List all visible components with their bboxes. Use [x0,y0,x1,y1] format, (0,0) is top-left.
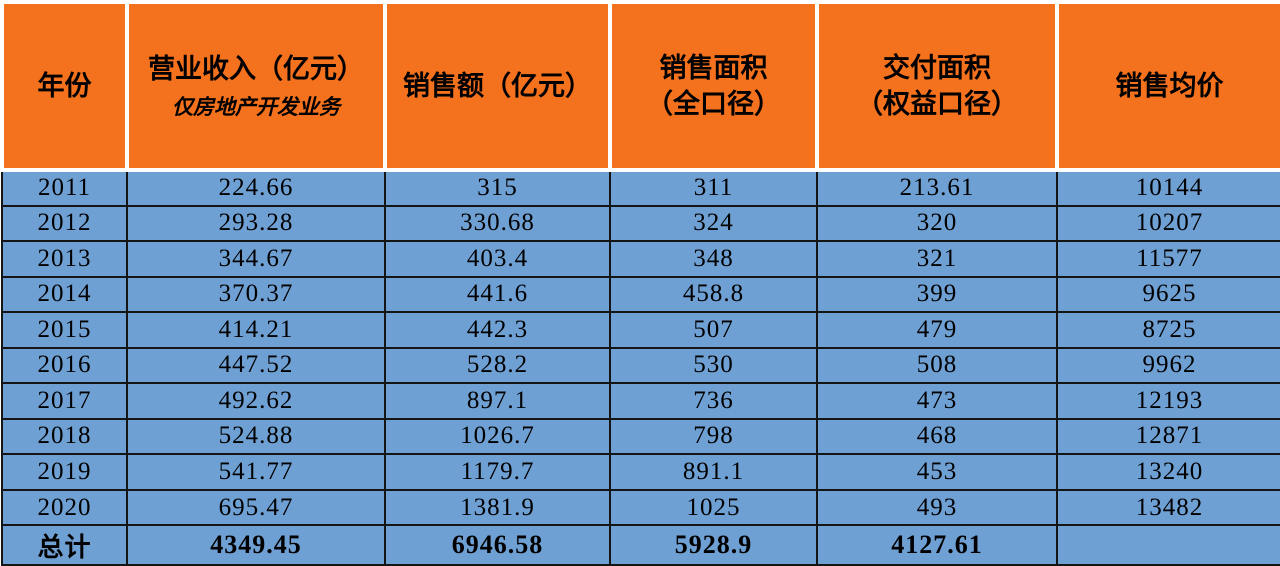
year-cell: 2015 [1,311,128,349]
value-cell: 508 [816,346,1058,385]
year-cell: 2019 [1,453,128,491]
total-value-cell: 6946.58 [384,524,611,566]
year-cell: 2020 [1,488,128,527]
value-cell: 330.68 [384,204,611,243]
total-value-cell: 4349.45 [126,524,386,566]
value-cell: 11577 [1056,240,1280,278]
value-cell: 224.66 [126,169,386,207]
value-cell: 541.77 [126,453,386,491]
value-cell: 441.6 [384,275,611,314]
year-cell: 2014 [1,275,128,314]
value-cell: 458.8 [609,275,818,314]
year-cell: 2017 [1,382,128,420]
table-row: 2014 370.37 441.6 458.8 399 9625 [1,275,1280,314]
value-cell: 447.52 [126,346,386,385]
value-cell: 13240 [1056,453,1280,491]
value-cell: 442.3 [384,311,611,349]
year-cell: 2011 [1,169,128,207]
value-cell: 10144 [1056,169,1280,207]
column-header-label: 销售额（亿元） [403,70,592,101]
value-cell: 213.61 [816,169,1058,207]
value-cell: 736 [609,382,818,420]
value-cell: 492.62 [126,382,386,420]
column-header-5: 销售均价 [1055,0,1280,172]
value-cell: 10207 [1056,204,1280,243]
value-cell: 311 [609,169,818,207]
value-cell: 530 [609,346,818,385]
table-row: 2020 695.47 1381.9 1025 493 13482 [1,488,1280,527]
value-cell: 524.88 [126,417,386,456]
table-row: 2011 224.66 315 311 213.61 10144 [1,169,1280,207]
value-cell: 468 [816,417,1058,456]
column-header-sublabel: 仅房地产开发业务 [172,94,340,119]
value-cell: 320 [816,204,1058,243]
header-row: 年份 营业收入（亿元） 仅房地产开发业务 销售额（亿元） 销售面积 （全口径） 交付面积 … [0,0,1280,172]
column-header-label: 销售面积 （全口径） [646,52,781,119]
column-header-3: 销售面积 （全口径） [608,0,819,172]
column-header-4: 交付面积 （权益口径） [815,0,1059,172]
value-cell: 324 [609,204,818,243]
table-row: 2012 293.28 330.68 324 320 10207 [1,204,1280,243]
value-cell: 321 [816,240,1058,278]
column-header-1: 营业收入（亿元） 仅房地产开发业务 [125,0,387,172]
table-header: 年份 营业收入（亿元） 仅房地产开发业务 销售额（亿元） 销售面积 （全口径） 交付面积 … [0,0,1280,172]
value-cell: 12871 [1056,417,1280,456]
value-cell: 315 [384,169,611,207]
value-cell: 453 [816,453,1058,491]
value-cell: 1025 [609,488,818,527]
value-cell: 891.1 [609,453,818,491]
column-header-label: 交付面积 （权益口径） [856,52,1018,119]
value-cell: 798 [609,417,818,456]
value-cell: 1026.7 [384,417,611,456]
value-cell: 493 [816,488,1058,527]
value-cell: 1381.9 [384,488,611,527]
total-value-cell [1056,524,1280,566]
value-cell: 403.4 [384,240,611,278]
value-cell: 293.28 [126,204,386,243]
column-header-2: 销售额（亿元） [383,0,612,172]
year-cell: 2013 [1,240,128,278]
total-row: 总计 4349.45 6946.58 5928.9 4127.61 [1,524,1280,566]
table-body: 2011 224.66 315 311 213.61 10144 2012 293.28 330… [1,169,1280,566]
value-cell: 348 [609,240,818,278]
table-row: 2016 447.52 528.2 530 508 9962 [1,346,1280,385]
column-header-label: 营业收入（亿元） [148,54,364,85]
column-header-label: 销售均价 [1115,70,1224,101]
table-row: 2013 344.67 403.4 348 321 11577 [1,240,1280,278]
value-cell: 370.37 [126,275,386,314]
value-cell: 897.1 [384,382,611,420]
value-cell: 344.67 [126,240,386,278]
table-row: 2019 541.77 1179.7 891.1 453 13240 [1,453,1280,491]
value-cell: 695.47 [126,488,386,527]
value-cell: 9962 [1056,346,1280,385]
value-cell: 1179.7 [384,453,611,491]
value-cell: 8725 [1056,311,1280,349]
value-cell: 507 [609,311,818,349]
total-value-cell: 5928.9 [609,524,818,566]
value-cell: 12193 [1056,382,1280,420]
year-cell: 2018 [1,417,128,456]
year-cell: 2016 [1,346,128,385]
value-cell: 414.21 [126,311,386,349]
year-cell: 2012 [1,204,128,243]
total-value-cell: 4127.61 [816,524,1058,566]
value-cell: 13482 [1056,488,1280,527]
table-row: 2015 414.21 442.3 507 479 8725 [1,311,1280,349]
value-cell: 528.2 [384,346,611,385]
value-cell: 9625 [1056,275,1280,314]
column-header-label: 年份 [37,70,92,101]
total-label-cell: 总计 [1,524,128,566]
table-row: 2018 524.88 1026.7 798 468 12871 [1,417,1280,456]
value-cell: 399 [816,275,1058,314]
value-cell: 473 [816,382,1058,420]
table-row: 2017 492.62 897.1 736 473 12193 [1,382,1280,420]
value-cell: 479 [816,311,1058,349]
column-header-0: 年份 [0,0,129,172]
